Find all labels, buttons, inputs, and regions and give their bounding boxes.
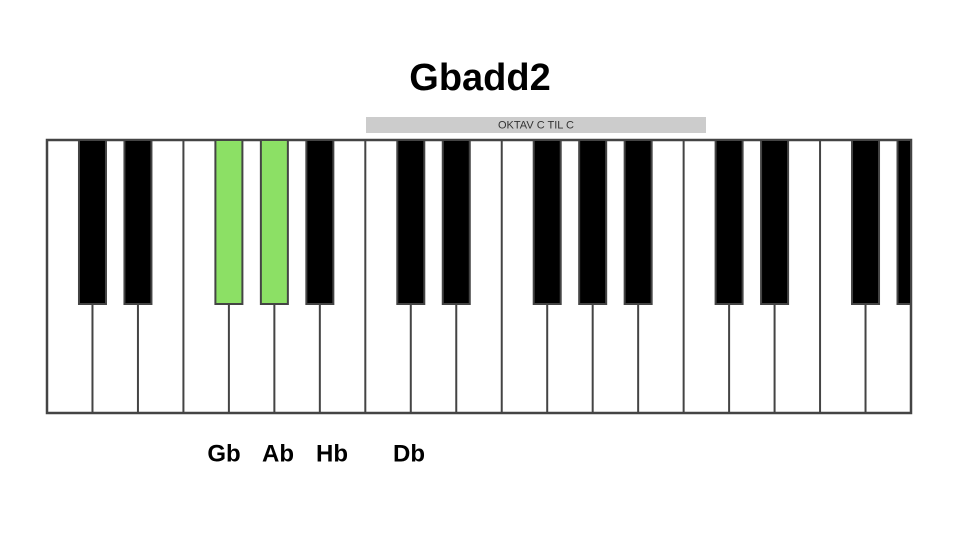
- black-key: [623, 139, 653, 305]
- black-key: [396, 139, 426, 305]
- black-key: [123, 139, 153, 305]
- black-key: [578, 139, 608, 305]
- black-key: [305, 139, 335, 305]
- black-key: [532, 139, 562, 305]
- highlighted-key: [214, 139, 244, 305]
- black-key: [896, 139, 912, 305]
- black-key: [77, 139, 107, 305]
- black-key: [441, 139, 471, 305]
- keyboard: [45, 138, 913, 415]
- note-label: Ab: [262, 440, 294, 467]
- note-label: Gb: [207, 440, 240, 467]
- black-key: [714, 139, 744, 305]
- octave-bar: [366, 117, 706, 133]
- highlighted-key: [259, 139, 289, 305]
- octave-label: OKTAV C TIL C: [498, 119, 574, 131]
- title: Gbadd2: [409, 57, 550, 99]
- note-label: Db: [393, 440, 425, 467]
- black-key: [760, 139, 790, 305]
- note-label: Hb: [316, 440, 348, 467]
- black-key: [851, 139, 881, 305]
